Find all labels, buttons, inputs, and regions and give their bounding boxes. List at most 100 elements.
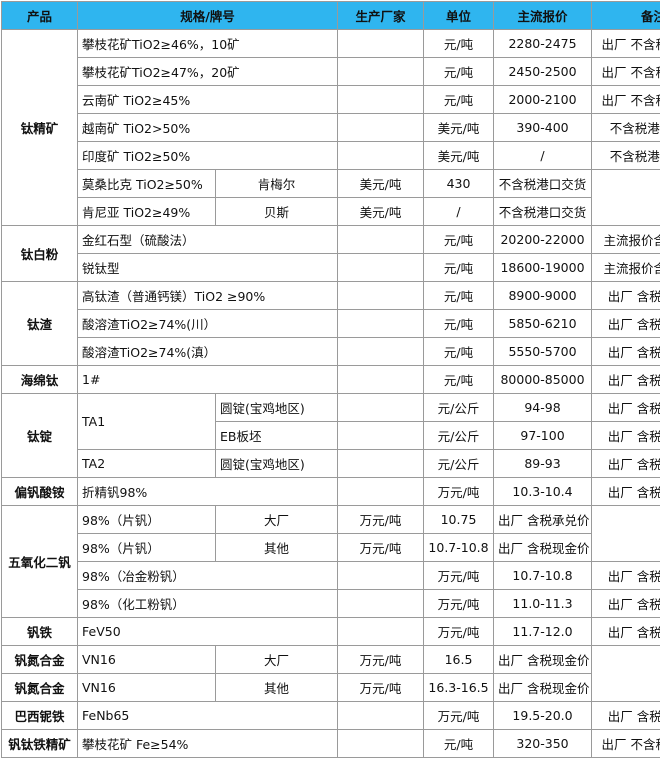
note-cell: 出厂 含税现金价	[494, 534, 592, 562]
price-cell: 80000-85000	[494, 366, 592, 394]
note-cell: 出厂 含税现金价	[592, 478, 660, 506]
table-row: 肯尼亚 TiO2≥49%贝斯美元/吨/不含税港口交货	[2, 198, 660, 226]
product-category-cell: 钒铁	[2, 618, 78, 646]
spec-cell: 攀枝花矿 Fe≥54%	[78, 730, 338, 758]
spec-cell: 1#	[78, 366, 338, 394]
unit-cell: 元/公斤	[424, 394, 494, 422]
manufacturer-cell: 大厂	[216, 646, 338, 674]
unit-cell: 元/吨	[424, 254, 494, 282]
price-cell: 89-93	[494, 450, 592, 478]
product-category-cell: 五氧化二钒	[2, 506, 78, 618]
note-cell: 主流报价含税承兑	[592, 226, 660, 254]
price-cell: 11.7-12.0	[494, 618, 592, 646]
spec-cell: VN16	[78, 674, 216, 702]
note-cell: 出厂 不含税现金价	[592, 30, 660, 58]
spec-cell: 肯尼亚 TiO2≥49%	[78, 198, 216, 226]
manufacturer-cell	[338, 702, 424, 730]
spec-cell: 锐钛型	[78, 254, 338, 282]
manufacturer-cell: 大厂	[216, 506, 338, 534]
price-cell: 19.5-20.0	[494, 702, 592, 730]
manufacturer-cell	[338, 422, 424, 450]
price-cell: 10.75	[424, 506, 494, 534]
price-cell: 5850-6210	[494, 310, 592, 338]
note-cell: 出厂 不含税现金价	[592, 730, 660, 758]
spec-cell: 金红石型（硫酸法）	[78, 226, 338, 254]
manufacturer-cell	[338, 142, 424, 170]
manufacturer-cell	[338, 590, 424, 618]
spec-cell: 莫桑比克 TiO2≥50%	[78, 170, 216, 198]
manufacturer-cell: 肯梅尔	[216, 170, 338, 198]
note-cell: 出厂 含税现金价	[592, 450, 660, 478]
price-cell: 97-100	[494, 422, 592, 450]
note-cell: 出厂 含税现金价	[592, 422, 660, 450]
manufacturer-cell: 其他	[216, 674, 338, 702]
table-row: 98%（化工粉钒）万元/吨11.0-11.3出厂 含税现金价	[2, 590, 660, 618]
manufacturer-cell	[338, 254, 424, 282]
note-cell: 出厂 含税现金价	[592, 366, 660, 394]
note-cell: 出厂 含税承兑价	[592, 338, 660, 366]
unit-cell: 元/公斤	[424, 450, 494, 478]
header-row: 产品 规格/牌号 生产厂家 单位 主流报价 备注	[2, 2, 660, 30]
note-cell: 出厂 含税现金价	[592, 590, 660, 618]
unit-cell: 元/吨	[424, 58, 494, 86]
price-cell: 2280-2475	[494, 30, 592, 58]
spec-cell: 印度矿 TiO2≥50%	[78, 142, 338, 170]
spec-cell: FeNb65	[78, 702, 338, 730]
manufacturer-cell	[338, 730, 424, 758]
unit-cell: 美元/吨	[424, 114, 494, 142]
spec-detail-cell: 圆锭(宝鸡地区)	[216, 394, 338, 422]
header-manufacturer: 生产厂家	[338, 2, 424, 30]
spec-cell: TA2	[78, 450, 216, 478]
price-cell: 18600-19000	[494, 254, 592, 282]
header-spec: 规格/牌号	[78, 2, 338, 30]
unit-cell: 元/吨	[424, 86, 494, 114]
price-cell: /	[494, 142, 592, 170]
unit-cell: 万元/吨	[424, 618, 494, 646]
spec-cell: 98%（冶金粉钒）	[78, 562, 338, 590]
manufacturer-cell	[338, 226, 424, 254]
unit-cell: 元/吨	[424, 338, 494, 366]
note-cell: 出厂 不含税承兑价	[592, 58, 660, 86]
manufacturer-cell	[338, 450, 424, 478]
price-cell: 2450-2500	[494, 58, 592, 86]
spec-cell: 折精钒98%	[78, 478, 338, 506]
note-cell: 不含税港口交货	[592, 142, 660, 170]
product-category-cell: 钛白粉	[2, 226, 78, 282]
spec-cell: 攀枝花矿TiO2≥47%，20矿	[78, 58, 338, 86]
table-header: 产品 规格/牌号 生产厂家 单位 主流报价 备注	[2, 2, 660, 30]
unit-cell: 美元/吨	[338, 170, 424, 198]
unit-cell: 万元/吨	[424, 702, 494, 730]
note-cell: 不含税港口交货	[592, 114, 660, 142]
price-cell: 2000-2100	[494, 86, 592, 114]
unit-cell: 元/公斤	[424, 422, 494, 450]
note-cell: 出厂 含税现金价	[592, 394, 660, 422]
price-cell: 320-350	[494, 730, 592, 758]
note-cell: 出厂 含税现金价	[494, 674, 592, 702]
table-row: 印度矿 TiO2≥50%美元/吨/不含税港口交货	[2, 142, 660, 170]
manufacturer-cell	[338, 282, 424, 310]
product-category-cell: 海绵钛	[2, 366, 78, 394]
note-cell: 不含税港口交货	[494, 198, 592, 226]
product-category-cell: 偏钒酸铵	[2, 478, 78, 506]
table-row: 98%（冶金粉钒）万元/吨10.7-10.8出厂 含税现金价	[2, 562, 660, 590]
unit-cell: 万元/吨	[424, 478, 494, 506]
note-cell: 出厂 含税承兑价	[592, 310, 660, 338]
spec-detail-cell: EB板坯	[216, 422, 338, 450]
unit-cell: 元/吨	[424, 282, 494, 310]
note-cell: 出厂 含税现金价	[592, 702, 660, 730]
spec-cell: 攀枝花矿TiO2≥46%，10矿	[78, 30, 338, 58]
manufacturer-cell: 其他	[216, 534, 338, 562]
unit-cell: 元/吨	[424, 30, 494, 58]
manufacturer-cell	[338, 86, 424, 114]
